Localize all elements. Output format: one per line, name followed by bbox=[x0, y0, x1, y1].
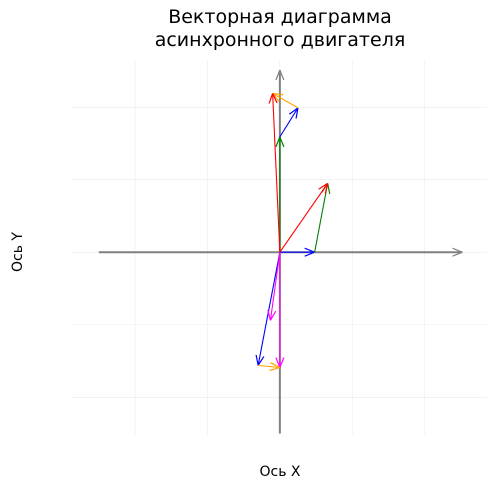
vector bbox=[314, 183, 328, 253]
vector bbox=[258, 252, 281, 365]
vector bbox=[258, 365, 280, 367]
vector bbox=[270, 252, 281, 320]
y-axis-label: Ось Y bbox=[10, 232, 26, 272]
x-axis-label: Ось X bbox=[259, 464, 300, 480]
vector bbox=[279, 108, 298, 138]
vector bbox=[279, 183, 328, 253]
chart-title: Векторная диаграмма асинхронного двигате… bbox=[154, 6, 406, 51]
vector bbox=[273, 93, 281, 253]
vector bbox=[273, 93, 299, 109]
